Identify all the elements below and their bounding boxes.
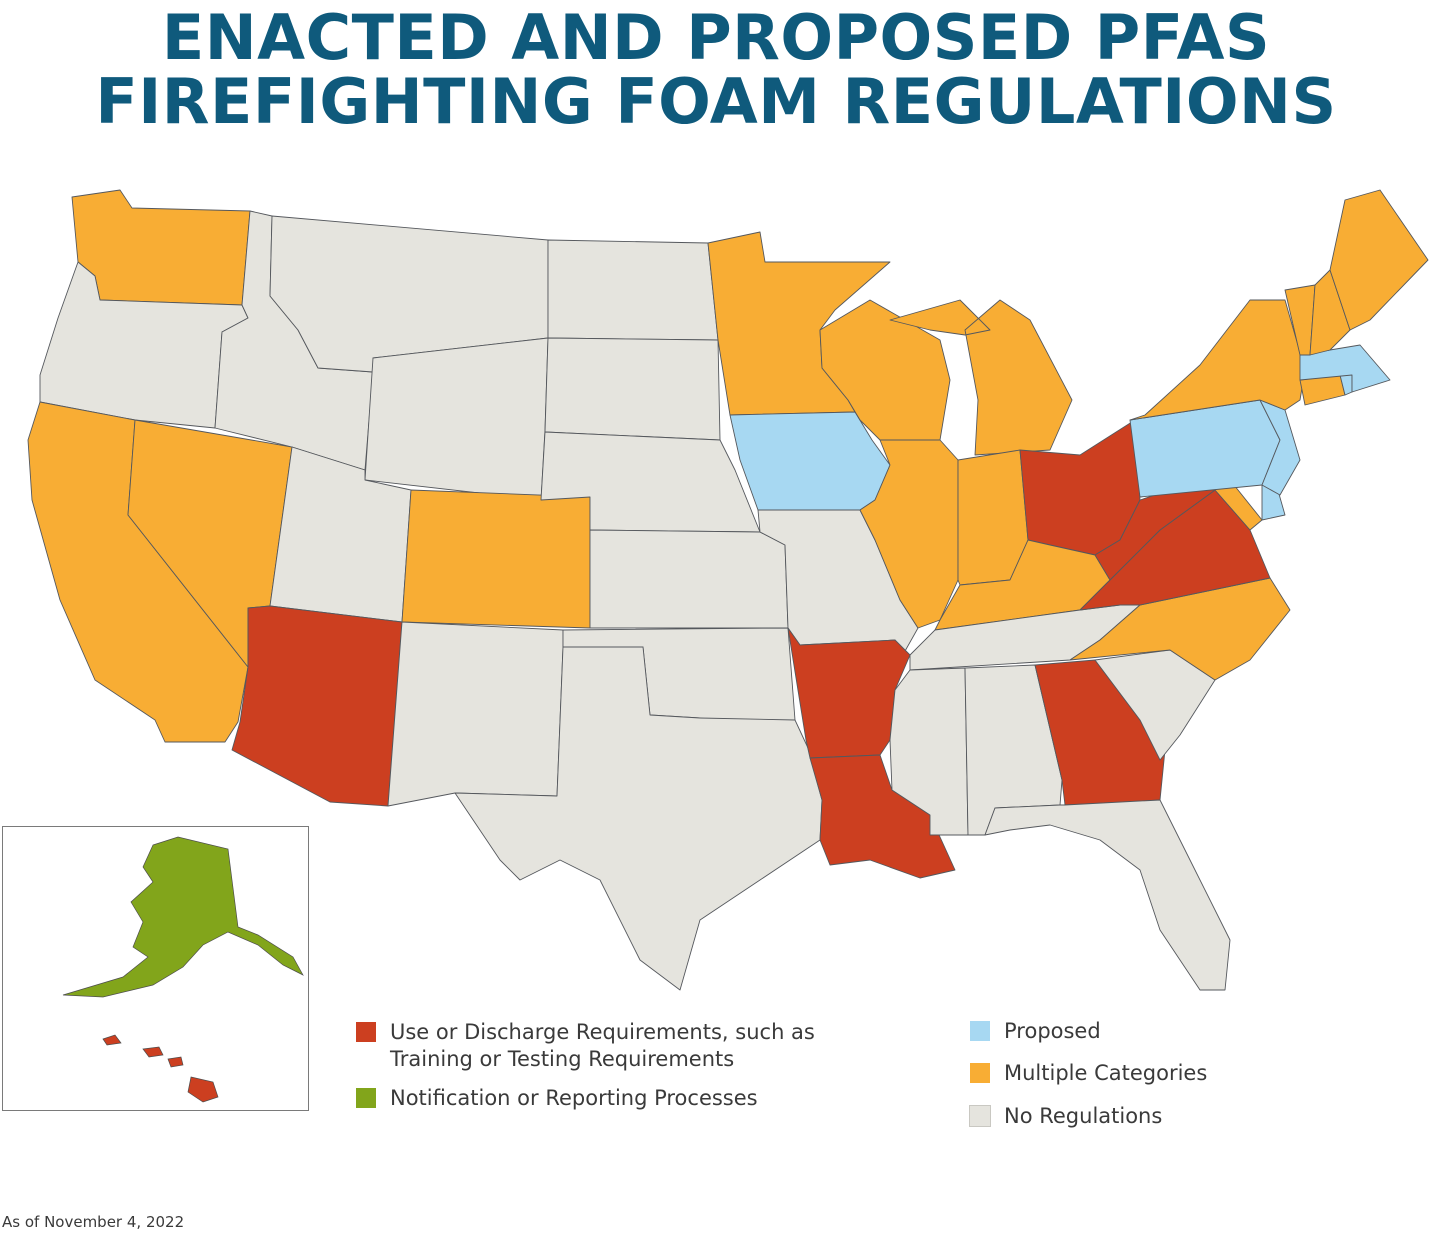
state-ma xyxy=(1299,344,1391,393)
state-ny xyxy=(1129,299,1306,421)
state-ms xyxy=(889,667,969,836)
legend-label-proposed: Proposed xyxy=(1004,1019,1101,1043)
state-ia xyxy=(729,411,891,511)
state-nc xyxy=(1069,577,1291,681)
legend-item-notification: Notification or Reporting Processes xyxy=(356,1085,758,1112)
state-ks xyxy=(589,529,789,629)
state-mi xyxy=(889,299,1073,456)
alaska-hawaii-inset xyxy=(2,826,309,1111)
legend-item-use-discharge: Use or Discharge Requirements, such as T… xyxy=(356,1019,815,1073)
state-me xyxy=(1329,189,1429,331)
legend-label-multiple: Multiple Categories xyxy=(1004,1061,1208,1085)
legend-item-proposed: Proposed xyxy=(970,1018,1101,1045)
state-az xyxy=(231,605,403,807)
state-hi xyxy=(102,1034,219,1103)
legend-swatch-none xyxy=(969,1105,991,1127)
state-fl xyxy=(984,799,1231,991)
legend-swatch-multiple xyxy=(970,1063,990,1083)
state-ak xyxy=(62,836,304,998)
title-line-2: FIREFIGHTING FOAM REGULATIONS xyxy=(95,65,1337,138)
state-wa xyxy=(71,189,251,306)
state-la xyxy=(809,754,956,879)
state-sd xyxy=(544,337,721,441)
legend-item-multiple: Multiple Categories xyxy=(970,1060,1207,1087)
as-of-date: As of November 4, 2022 xyxy=(2,1213,185,1231)
legend-item-none: No Regulations xyxy=(969,1103,1163,1130)
legend-label-none: No Regulations xyxy=(1004,1104,1163,1128)
map-title: ENACTED AND PROPOSED PFAS FIREFIGHTING F… xyxy=(0,6,1432,134)
state-co xyxy=(401,489,591,629)
title-line-1: ENACTED AND PROPOSED PFAS xyxy=(161,1,1271,74)
state-wy xyxy=(364,337,549,501)
legend-swatch-proposed xyxy=(970,1021,990,1041)
state-nh xyxy=(1309,269,1351,356)
legend-swatch-notification xyxy=(356,1088,376,1108)
legend-label-use-discharge: Use or Discharge Requirements, such as T… xyxy=(390,1020,815,1071)
state-il xyxy=(859,439,959,629)
legend-label-notification: Notification or Reporting Processes xyxy=(390,1086,758,1110)
state-nd xyxy=(547,239,719,341)
state-tx xyxy=(454,646,823,991)
state-nm xyxy=(387,621,564,807)
legend-swatch-use-discharge xyxy=(356,1022,376,1042)
